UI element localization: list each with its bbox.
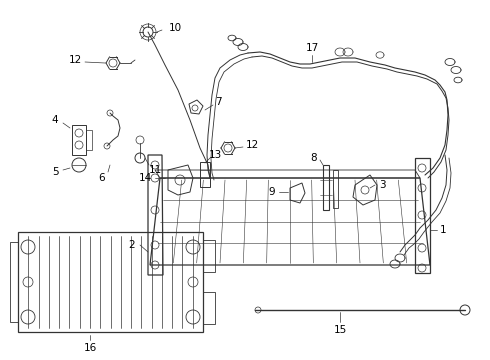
Text: 7: 7 xyxy=(215,97,221,107)
Text: 9: 9 xyxy=(269,187,275,197)
Text: 3: 3 xyxy=(379,180,385,190)
Text: 4: 4 xyxy=(51,115,58,125)
Text: 2: 2 xyxy=(129,240,135,250)
Text: 13: 13 xyxy=(208,150,221,160)
Bar xyxy=(333,170,338,208)
Text: 5: 5 xyxy=(51,167,58,177)
Text: 10: 10 xyxy=(169,23,182,33)
Text: 15: 15 xyxy=(333,325,346,335)
Text: 6: 6 xyxy=(98,173,105,183)
Text: 12: 12 xyxy=(69,55,82,65)
Bar xyxy=(323,165,329,210)
Text: 1: 1 xyxy=(440,225,446,235)
Text: 12: 12 xyxy=(245,140,259,150)
Text: 11: 11 xyxy=(148,165,162,175)
Text: 17: 17 xyxy=(305,43,318,53)
Text: 16: 16 xyxy=(83,343,97,353)
Bar xyxy=(18,232,203,332)
Text: 14: 14 xyxy=(138,173,151,183)
Text: 8: 8 xyxy=(311,153,318,163)
